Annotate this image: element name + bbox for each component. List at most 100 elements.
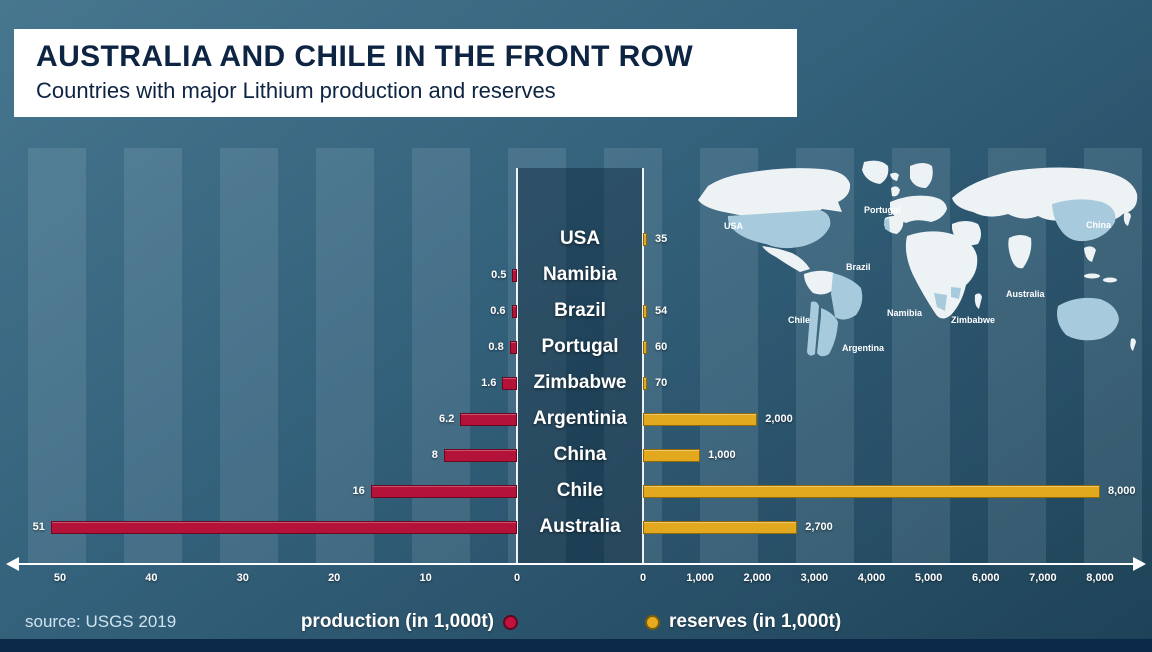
production-axis-tick: 40 (145, 572, 158, 584)
legend-reserves: reserves (in 1,000t) (645, 611, 841, 633)
reserves-axis-tick: 0 (639, 572, 647, 584)
production-value: 8 (431, 449, 438, 461)
map-uk (891, 186, 900, 197)
map-australia (1057, 297, 1119, 341)
page-title: AUSTRALIA AND CHILE IN THE FRONT ROW (36, 40, 694, 73)
map-mexico (762, 246, 810, 272)
reserves-bar (643, 520, 798, 534)
map-chile (807, 301, 819, 356)
reserves-bar (643, 304, 647, 318)
map-middle-east (951, 221, 981, 246)
reserves-axis-tick: 1,000 (686, 572, 714, 584)
reserves-axis-tick: 2,000 (743, 572, 772, 584)
reserves-bar (643, 412, 758, 426)
reserves-value: 8,000 (1108, 485, 1136, 497)
production-bar (502, 376, 517, 390)
country-label: Brazil (554, 300, 606, 321)
production-bar (443, 448, 517, 462)
reserves-bar (643, 376, 647, 390)
country-label: Zimbabwe (533, 372, 627, 393)
reserves-value: 70 (655, 377, 668, 389)
production-axis-tick: 10 (419, 572, 432, 584)
map-label-australia: Australia (1006, 289, 1046, 299)
map-brazil (831, 273, 863, 320)
map-label-chile: Chile (788, 315, 810, 325)
map-southeast-asia (1084, 246, 1096, 262)
production-bar (460, 412, 517, 426)
country-label: Australia (539, 516, 621, 537)
map-scandinavia (910, 163, 933, 188)
reserves-bar (643, 340, 647, 354)
production-bar (512, 268, 517, 282)
production-legend-dot-icon (503, 614, 518, 630)
map-argentina (817, 308, 838, 357)
production-bar (511, 304, 517, 318)
map-zimbabwe (951, 287, 961, 299)
map-greenland (862, 160, 889, 184)
reserves-axis-tick: 6,000 (971, 572, 1000, 584)
production-axis-tick: 50 (53, 572, 67, 584)
country-label: Portugal (541, 336, 619, 357)
map-label-usa: USA (724, 221, 744, 231)
production-value: 51 (32, 521, 45, 533)
production-bar (509, 340, 517, 354)
reserves-value: 54 (655, 305, 668, 317)
map-new-zealand (1130, 338, 1136, 351)
title-box: AUSTRALIA AND CHILE IN THE FRONT ROW Cou… (14, 29, 797, 117)
production-axis-tick: 20 (328, 572, 341, 584)
axis-arrow-right-icon (1133, 557, 1146, 571)
reserves-axis-tick: 3,000 (800, 572, 829, 584)
production-value: 0.5 (491, 269, 507, 281)
production-bar (50, 520, 517, 534)
production-value: 0.8 (488, 341, 504, 353)
source-note: source: USGS 2019 (25, 612, 177, 631)
country-label: China (553, 444, 607, 465)
map-label-argentina: Argentina (842, 343, 885, 353)
map-south-america-northwest (804, 270, 834, 295)
map-iceland (890, 172, 899, 181)
production-value: 16 (352, 485, 365, 497)
map-namibia (934, 293, 947, 311)
reserves-value: 1,000 (708, 449, 736, 461)
production-bar (370, 484, 517, 498)
reserves-value: 2,000 (765, 413, 793, 425)
reserves-zero-line (642, 168, 644, 565)
country-label: USA (559, 228, 601, 249)
map-portugal (884, 218, 890, 232)
production-value: 1.6 (481, 377, 497, 389)
reserves-bar (643, 484, 1100, 498)
production-axis-tick: 0 (513, 572, 521, 584)
country-label: Chile (556, 480, 604, 501)
reserves-value: 2,700 (805, 521, 833, 533)
reserves-value: 60 (655, 341, 668, 353)
production-axis-tick: 30 (236, 572, 249, 584)
x-axis-line (18, 563, 1134, 565)
reserves-axis-tick: 4,000 (857, 572, 886, 584)
map-japan (1123, 212, 1131, 226)
bottom-navy-bar (0, 639, 1152, 652)
map-indonesia (1103, 277, 1117, 283)
production-zero-line (516, 168, 518, 565)
reserves-axis-tick: 7,000 (1029, 572, 1057, 584)
reserves-axis-tick: 8,000 (1086, 572, 1114, 584)
country-label: Namibia (543, 264, 617, 285)
map-usa (727, 210, 831, 249)
map-europe (890, 195, 947, 223)
map-indonesia (1084, 273, 1100, 279)
reserves-bar (643, 448, 701, 462)
map-canada (698, 168, 851, 218)
map-label-zimbabwe: Zimbabwe (951, 315, 995, 325)
map-india (1008, 235, 1032, 269)
legend-production: production (in 1,000t) (301, 611, 518, 633)
reserves-bar (643, 232, 647, 246)
map-china (1052, 199, 1116, 242)
map-madagascar (974, 293, 982, 309)
map-label-china: China (1086, 220, 1112, 230)
production-value: 6.2 (439, 413, 455, 425)
reserves-axis-tick: 5,000 (914, 572, 943, 584)
country-label: Argentinia (533, 408, 627, 429)
axis-arrow-left-icon (6, 557, 19, 571)
map-label-brazil: Brazil (846, 262, 871, 272)
